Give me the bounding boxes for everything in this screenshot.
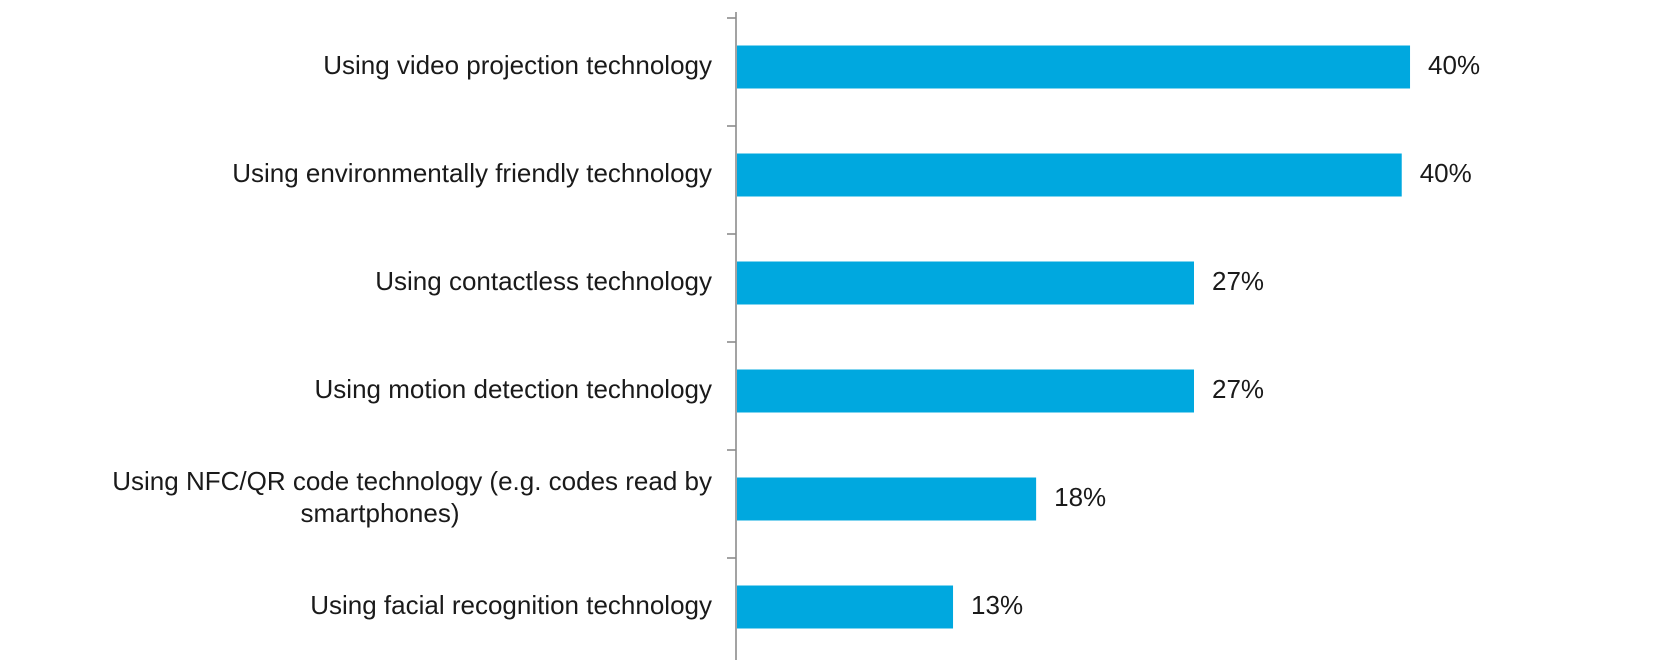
category-label-1: Using video projection technology	[323, 50, 712, 80]
category-label-4: Using motion detection technology	[315, 374, 712, 404]
value-label-2: 40%	[1420, 158, 1472, 188]
category-label-3: Using contactless technology	[375, 266, 712, 296]
bar-1	[737, 45, 1411, 89]
category-label-5: Using NFC/QR code technology (e.g. codes…	[112, 466, 712, 528]
value-label-6: 13%	[971, 590, 1023, 620]
category-labels-group: Using video projection technology Using e…	[112, 50, 712, 620]
y-axis-ticks	[727, 17, 736, 559]
bar-5	[737, 477, 1037, 521]
bar-6	[737, 585, 954, 629]
value-label-1: 40%	[1428, 50, 1480, 80]
bars-group	[737, 45, 1411, 629]
category-label-6: Using facial recognition technology	[310, 590, 712, 620]
bar-4	[737, 369, 1194, 413]
value-label-4: 27%	[1212, 374, 1264, 404]
value-labels-group: 40% 40% 27% 27% 18% 13%	[971, 50, 1480, 620]
bar-2	[737, 153, 1402, 197]
value-label-3: 27%	[1212, 266, 1264, 296]
bar-3	[737, 261, 1194, 305]
category-label-2: Using environmentally friendly technolog…	[232, 158, 712, 188]
value-label-5: 18%	[1054, 482, 1106, 512]
